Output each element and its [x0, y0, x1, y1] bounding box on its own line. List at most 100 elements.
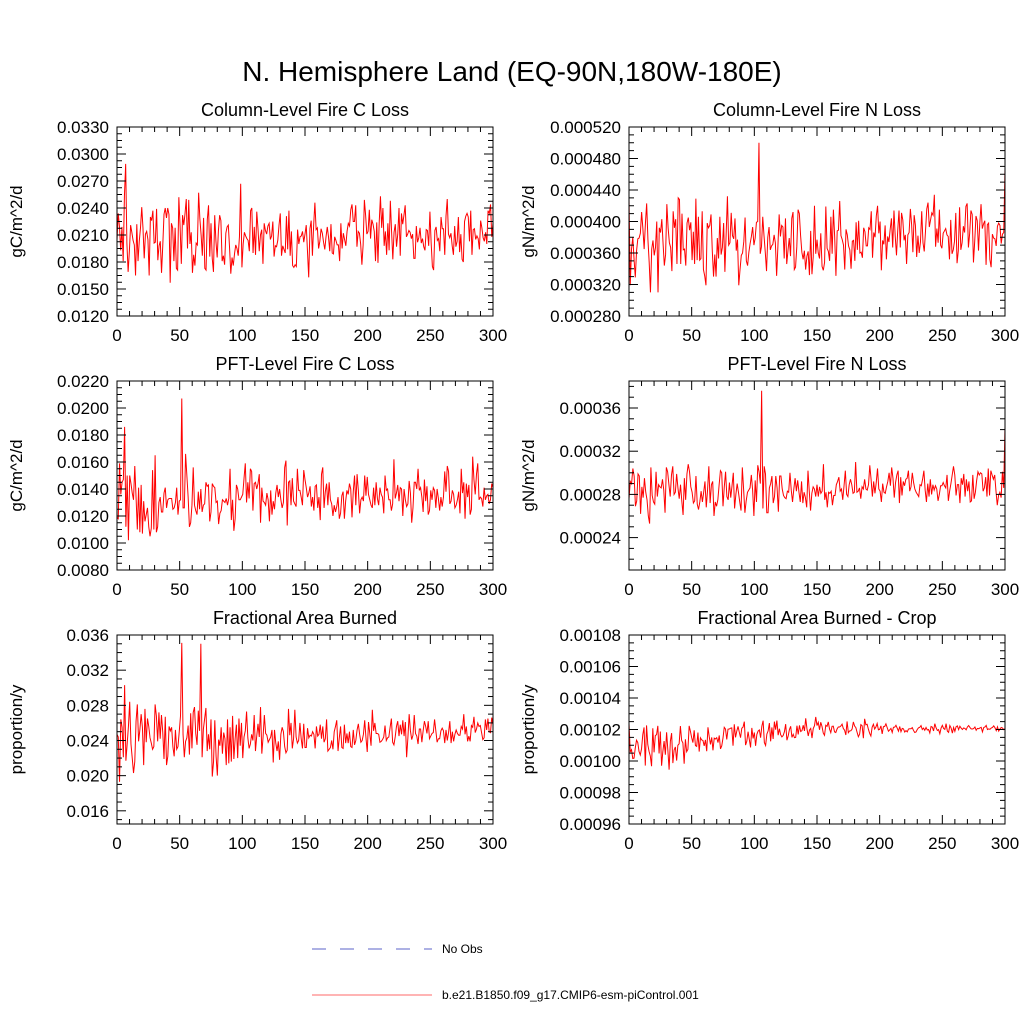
series-line [117, 398, 493, 541]
y-tick-label: 0.00100 [560, 752, 621, 771]
y-tick-label: 0.024 [66, 731, 109, 750]
x-tick-label: 0 [624, 834, 633, 853]
x-tick-label: 50 [170, 580, 189, 599]
x-tick-label: 250 [416, 834, 444, 853]
x-tick-label: 100 [228, 834, 256, 853]
x-tick-label: 200 [353, 834, 381, 853]
x-tick-label: 150 [803, 580, 831, 599]
series-line [117, 642, 493, 782]
y-tick-label: 0.0220 [57, 372, 109, 391]
x-tick-label: 200 [865, 326, 893, 345]
plot-frame [116, 126, 494, 317]
x-tick-label: 150 [291, 326, 319, 345]
series-line [629, 716, 1005, 770]
x-tick-label: 250 [928, 580, 956, 599]
x-tick-label: 150 [803, 326, 831, 345]
y-axis-label: gC/m^2/d [7, 185, 26, 257]
x-tick-label: 250 [928, 834, 956, 853]
x-tick-label: 50 [682, 834, 701, 853]
y-tick-label: 0.0140 [57, 480, 109, 499]
legend: No Obs b.e21.B1850.f09_g17.CMIP6-esm-piC… [312, 942, 699, 1002]
x-tick-label: 300 [991, 834, 1019, 853]
y-tick-label: 0.000400 [550, 213, 621, 232]
x-tick-label: 0 [112, 834, 121, 853]
y-tick-label: 0.0300 [57, 145, 109, 164]
y-tick-label: 0.016 [66, 802, 109, 821]
plot-frame [116, 380, 494, 571]
y-tick-label: 0.000320 [550, 276, 621, 295]
x-tick-label: 200 [865, 580, 893, 599]
y-tick-label: 0.000280 [550, 307, 621, 326]
panel-title: PFT-Level Fire C Loss [215, 354, 394, 374]
x-tick-label: 0 [624, 326, 633, 345]
x-tick-label: 250 [928, 326, 956, 345]
x-tick-label: 200 [865, 834, 893, 853]
y-axis-label: proportion/y [519, 684, 538, 774]
y-tick-label: 0.00024 [560, 529, 621, 548]
y-tick-label: 0.0180 [57, 426, 109, 445]
y-tick-label: 0.00032 [560, 442, 621, 461]
series-line [117, 163, 493, 283]
y-tick-label: 0.00036 [560, 399, 621, 418]
legend-label-no-obs: No Obs [442, 942, 483, 956]
x-tick-label: 50 [170, 326, 189, 345]
x-tick-label: 150 [803, 834, 831, 853]
x-tick-label: 300 [479, 580, 507, 599]
y-tick-label: 0.036 [66, 626, 109, 645]
chart-panel: PFT-Level Fire N Loss gN/m^2/d 0 50 100 150 20… [519, 354, 1019, 599]
panel-title: Fractional Area Burned - Crop [697, 608, 936, 628]
x-tick-label: 100 [228, 580, 256, 599]
x-tick-label: 300 [479, 834, 507, 853]
y-axis-label: gN/m^2/d [519, 185, 538, 257]
y-tick-label: 0.0120 [57, 307, 109, 326]
y-tick-label: 0.0100 [57, 534, 109, 553]
legend-label-model: b.e21.B1850.f09_g17.CMIP6-esm-piControl.… [442, 988, 699, 1002]
y-tick-label: 0.00104 [560, 689, 621, 708]
y-tick-label: 0.028 [66, 696, 109, 715]
y-tick-label: 0.00096 [560, 815, 621, 834]
y-tick-label: 0.0160 [57, 453, 109, 472]
x-tick-label: 100 [228, 326, 256, 345]
x-tick-label: 50 [170, 834, 189, 853]
x-tick-label: 50 [682, 326, 701, 345]
y-tick-label: 0.00098 [560, 784, 621, 803]
x-tick-label: 200 [353, 326, 381, 345]
plot-frame [628, 634, 1006, 825]
x-tick-label: 300 [991, 580, 1019, 599]
plot-frame [116, 634, 494, 825]
x-tick-label: 250 [416, 580, 444, 599]
x-tick-label: 100 [740, 326, 768, 345]
series-line [629, 390, 1005, 524]
x-tick-label: 200 [353, 580, 381, 599]
y-tick-label: 0.000360 [550, 244, 621, 263]
y-tick-label: 0.00108 [560, 626, 621, 645]
x-tick-label: 150 [291, 834, 319, 853]
y-tick-label: 0.0240 [57, 199, 109, 218]
panel-title: PFT-Level Fire N Loss [727, 354, 906, 374]
y-tick-label: 0.00102 [560, 721, 621, 740]
panel-title: Fractional Area Burned [213, 608, 397, 628]
y-tick-label: 0.00028 [560, 485, 621, 504]
plot-frame [628, 380, 1006, 571]
panel-title: Column-Level Fire N Loss [713, 100, 921, 120]
y-tick-label: 0.00106 [560, 658, 621, 677]
y-tick-label: 0.000440 [550, 181, 621, 200]
x-tick-label: 100 [740, 580, 768, 599]
y-tick-label: 0.000520 [550, 118, 621, 137]
y-axis-label: gC/m^2/d [7, 439, 26, 511]
x-tick-label: 150 [291, 580, 319, 599]
x-tick-label: 300 [991, 326, 1019, 345]
panel-title: Column-Level Fire C Loss [201, 100, 409, 120]
figure-title: N. Hemisphere Land (EQ-90N,180W-180E) [242, 56, 782, 87]
y-tick-label: 0.032 [66, 661, 109, 680]
y-tick-label: 0.0200 [57, 399, 109, 418]
plot-frame [628, 126, 1006, 317]
y-axis-label: proportion/y [7, 684, 26, 774]
y-tick-label: 0.000480 [550, 150, 621, 169]
y-tick-label: 0.0330 [57, 118, 109, 137]
series-line [629, 142, 1005, 293]
chart-panel: PFT-Level Fire C Loss gC/m^2/d 0 50 100 150 20… [7, 354, 507, 599]
y-tick-label: 0.0180 [57, 253, 109, 272]
x-tick-label: 50 [682, 580, 701, 599]
